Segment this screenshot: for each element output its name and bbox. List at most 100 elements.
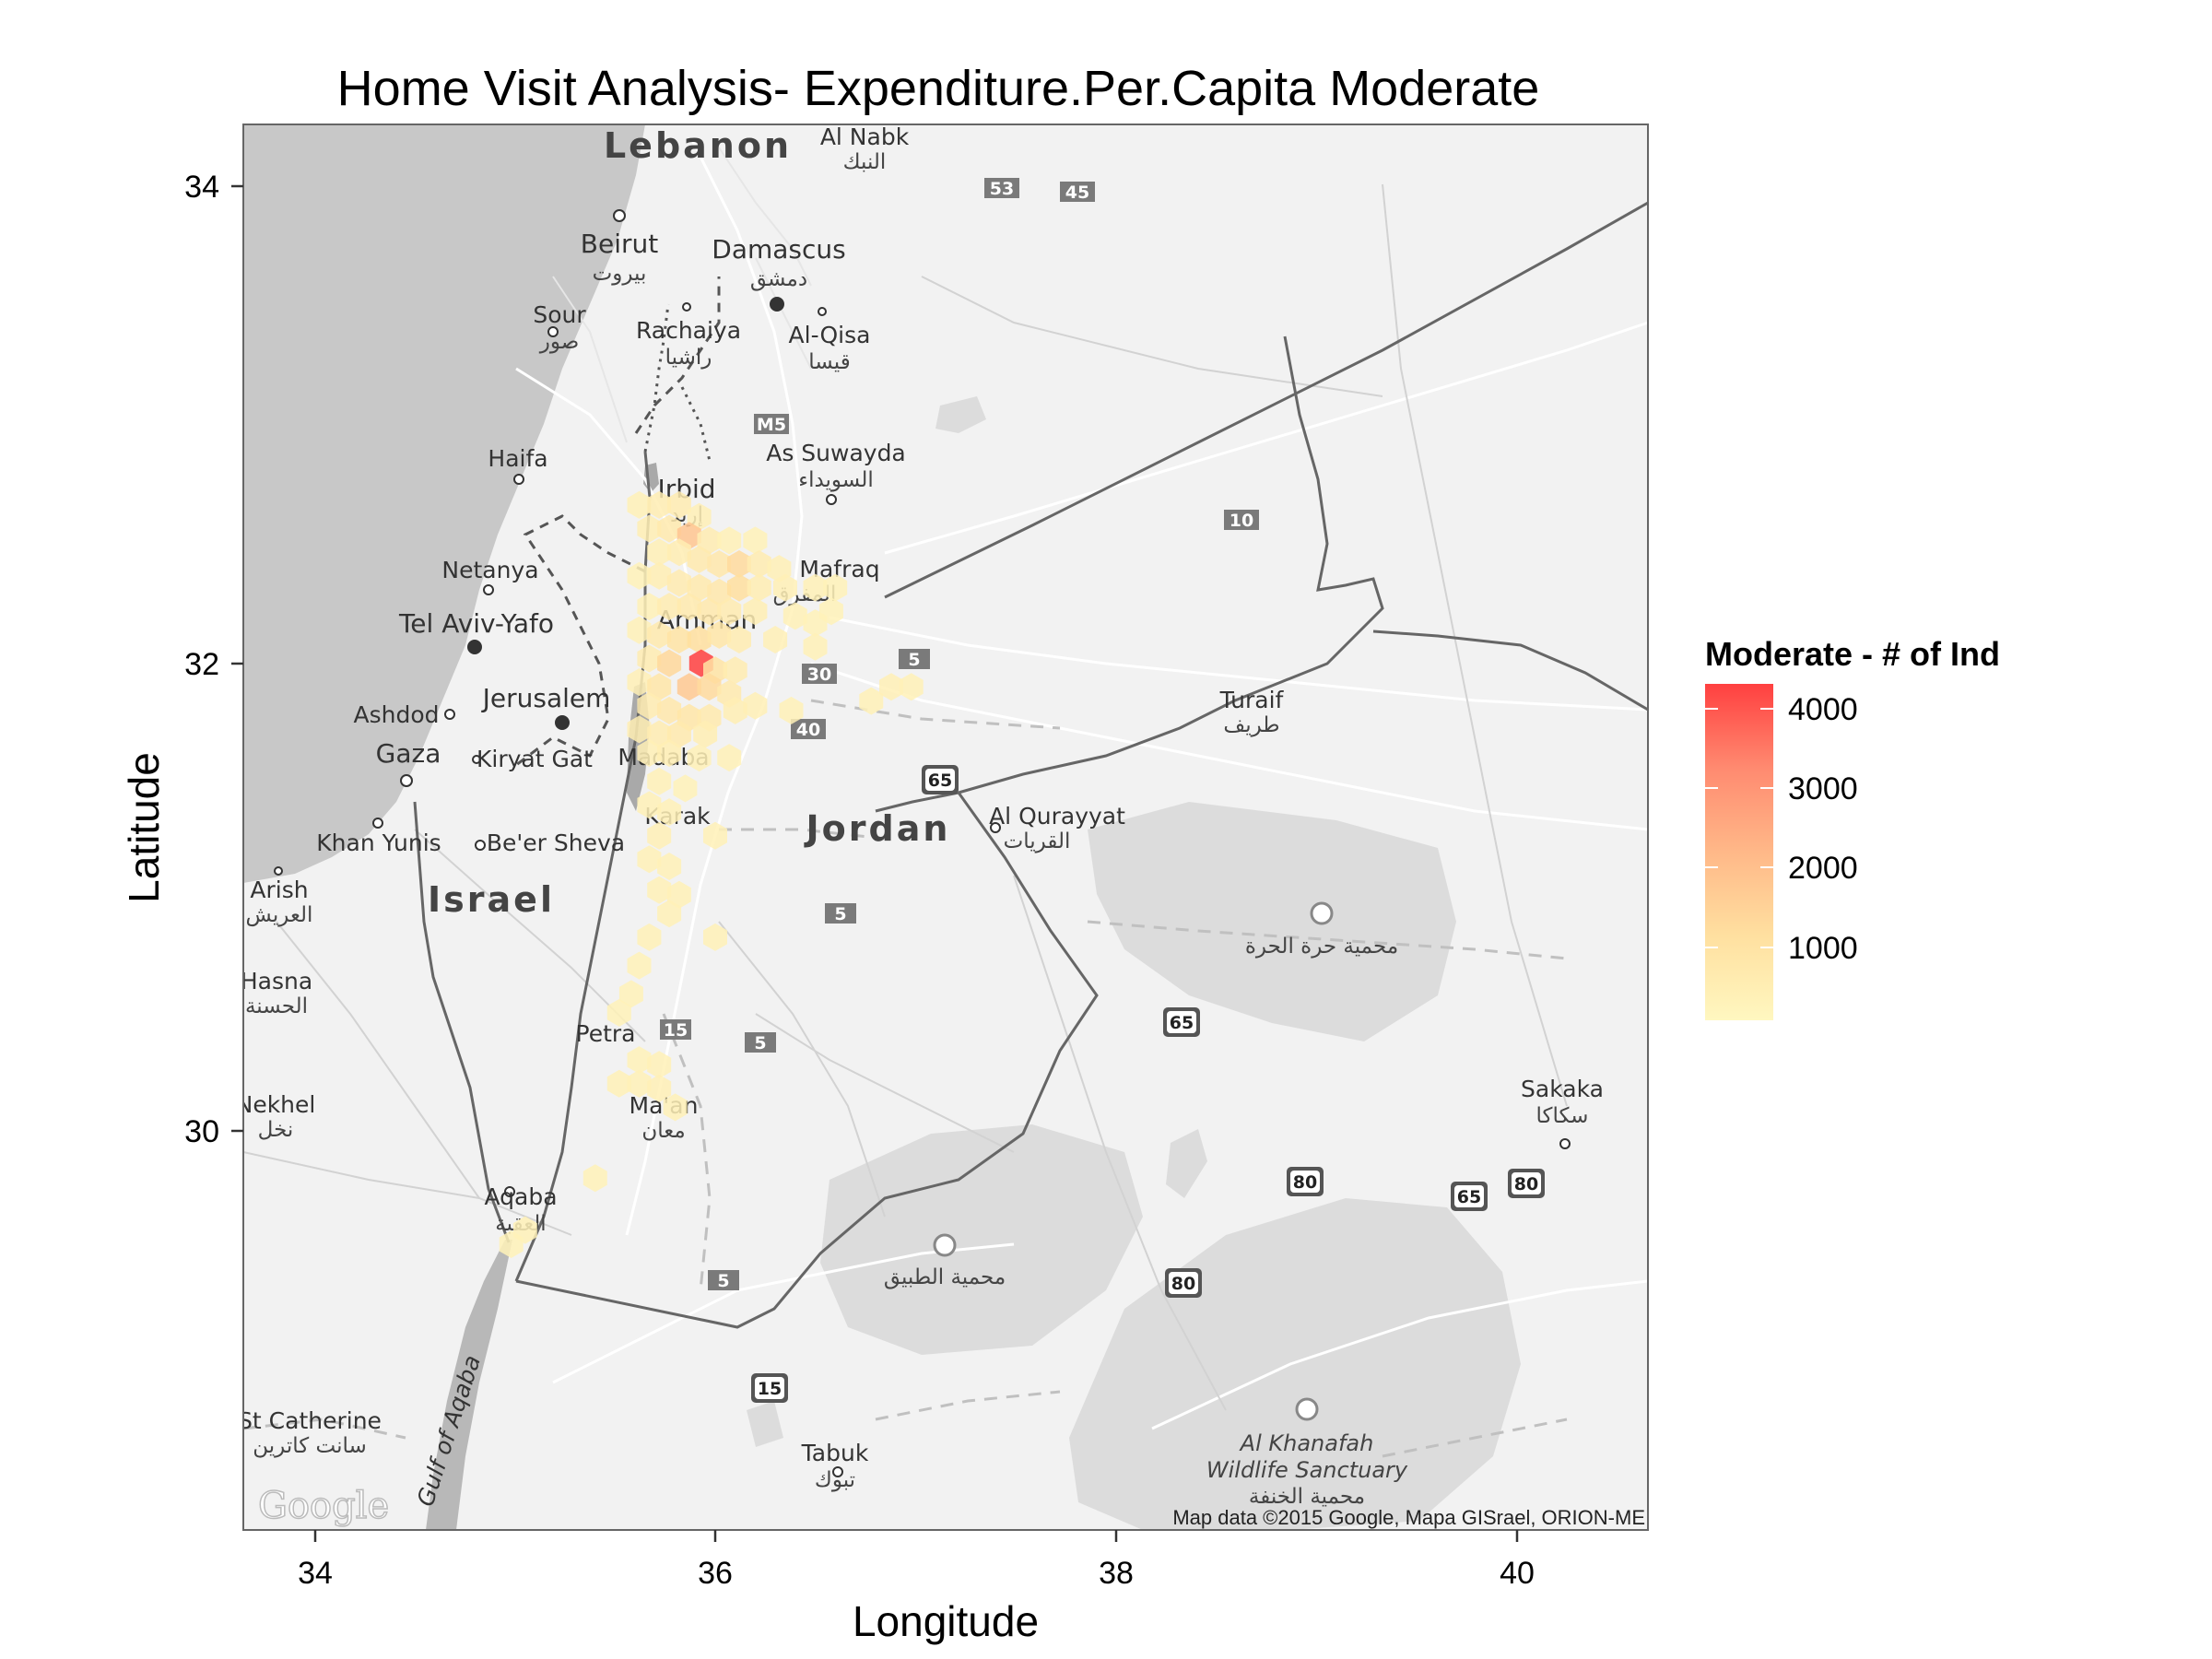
svg-text:53: 53 [990,179,1014,199]
hexbin-cell [657,696,682,724]
y-tick-34: 34 [184,170,219,205]
hexbin-cell [707,578,732,606]
hexbin-cell [717,597,742,626]
reserve-khanafah-label: Al Khanafah [1239,1430,1374,1456]
hexbin-cell [666,626,691,653]
hexbin-cell [747,573,771,602]
svg-text:80: 80 [1293,1172,1317,1193]
svg-text:Al Qurayyat: Al Qurayyat [989,803,1125,830]
hexbin-cell [657,514,682,543]
hexbin-cell [627,616,652,644]
gulf-of-aqaba [426,1240,512,1530]
shield-45: 45 [1060,182,1095,203]
hexbin-cell [627,561,652,590]
shield-65-b: 65 [1163,1007,1200,1037]
svg-text:Khan Yunis: Khan Yunis [316,830,441,856]
borders [413,201,1648,1329]
hexbin-cell [647,538,672,567]
dashed-roads [243,699,1568,1458]
hexbin-cell [627,951,652,980]
svg-text:صور: صور [539,330,580,354]
legend-label-1000: 1000 [1788,931,1858,966]
harrat-reserve-area [1088,802,1456,1041]
hexbin-cell [687,545,712,573]
shield-5-b: 5 [825,903,856,924]
city-markers [274,209,1571,1477]
svg-text:تبوك: تبوك [815,1468,855,1492]
hexbin-cell [673,774,698,803]
google-logo: Google [258,1485,389,1527]
small-area-3 [747,1401,783,1447]
hexbin-cell [803,573,828,602]
hexbin-cell [697,526,722,555]
shield-65-a: 65 [922,765,959,794]
hexbin-cell [647,1074,672,1102]
svg-text:40: 40 [796,720,820,740]
svg-text:الحسنة: الحسنة [245,994,308,1018]
svg-text:Tel Aviv-Yafo: Tel Aviv-Yafo [398,608,554,639]
hexbin-cell [657,853,682,880]
svg-text:Aqaba: Aqaba [484,1183,557,1210]
svg-text:Sakaka: Sakaka [1521,1076,1604,1102]
hexbin-cell [717,526,742,555]
hexbin-cell [723,656,747,685]
shield-5-c: 5 [745,1032,776,1053]
hexbin-cell [657,900,682,928]
hexbin-cell [666,490,691,519]
country-lebanon: Lebanon [604,125,792,166]
shield-5-d: 5 [708,1270,739,1291]
chart-title: Home Visit Analysis- Expenditure.Per.Cap… [337,61,1540,116]
country-israel: Israel [428,879,555,920]
svg-text:10: 10 [1230,511,1253,531]
svg-text:سانت كاترين: سانت كاترين [253,1434,367,1458]
legend-label-3000: 3000 [1788,771,1858,806]
shield-5-a: 5 [899,649,930,670]
shield-80-c: 80 [1165,1268,1202,1298]
x-axis-title: Longitude [853,1597,1039,1645]
hexbin-cell [647,490,672,519]
x-axis: 34 36 38 40 Longitude [298,1530,1535,1645]
legend-ticks [1705,708,1773,948]
svg-text:العريش: العريش [246,903,313,927]
svg-text:30: 30 [807,665,831,685]
svg-text:Be'er Sheva: Be'er Sheva [487,830,625,856]
svg-text:Jerusalem: Jerusalem [481,683,611,713]
svg-text:St Catherine: St Catherine [238,1407,382,1434]
mountain-ridges [552,147,812,443]
hexbin-cell [647,673,672,701]
hexbin-cell [618,980,643,1008]
svg-text:15: 15 [758,1379,782,1399]
borders-dotted [643,303,712,462]
y-tick-30: 30 [184,1114,219,1149]
reserve-markers [933,901,1334,1421]
shield-15-b: 15 [751,1373,788,1403]
hexbin-cell [663,1093,688,1122]
svg-text:القريات: القريات [1004,830,1071,853]
hexbin-cell [647,620,672,649]
svg-text:Beirut: Beirut [581,229,658,259]
svg-text:Kiryat Gat: Kiryat Gat [477,746,593,772]
y-tick-32: 32 [184,647,219,682]
hexbin-cell [647,1051,672,1079]
hexbin-cell [582,1164,607,1193]
hexbin-cell [637,593,662,621]
svg-text:Al-Qisa: Al-Qisa [789,322,871,348]
svg-text:Gaza: Gaza [376,738,441,769]
shield-53: 53 [984,178,1019,199]
svg-text:Sour: Sour [533,301,586,328]
x-tick-38: 38 [1099,1556,1134,1591]
hexbin-cell [687,573,712,602]
mediterranean-sea [243,124,645,883]
reserve-khanafah-label-2: Wildlife Sanctuary [1206,1457,1408,1483]
legend: Moderate - # of Ind 4000 3000 2000 1000 [1705,635,2000,1020]
hexbin-cell [859,687,884,715]
hexbin-cell [666,720,691,748]
hexbin-cell [899,673,924,701]
shield-80-b: 80 [1508,1169,1545,1198]
tubeiq-reserve-area [820,1124,1143,1355]
plot-panel: 53 45 M5 10 30 5 40 65 5 65 15 5 80 65 8… [238,124,1649,1531]
hexbin-cell [637,791,662,819]
legend-label-2000: 2000 [1788,851,1858,886]
hexbin-cell [627,490,652,519]
